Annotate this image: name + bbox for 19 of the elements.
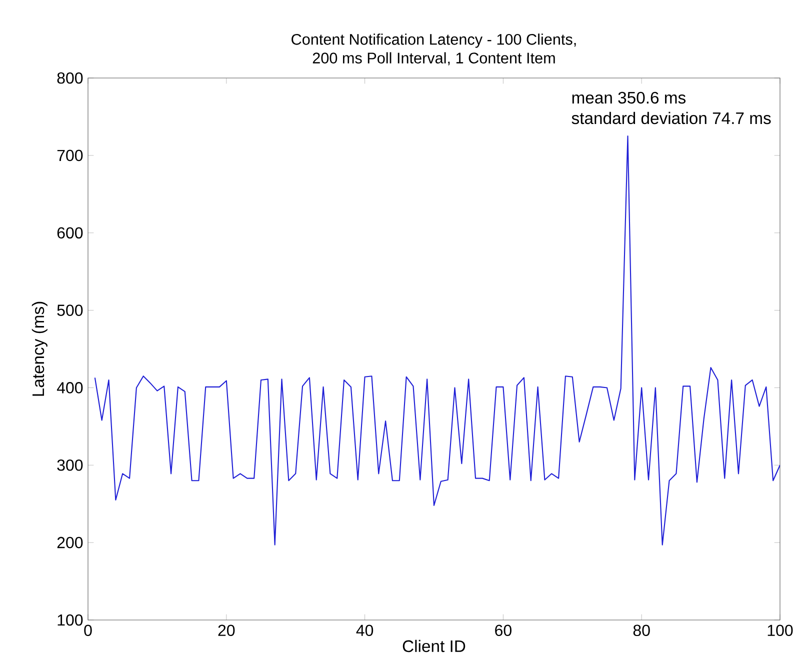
annotation: standard deviation 74.7 ms (572, 112, 771, 124)
y-axis-title: Latency (ms) (32, 302, 48, 396)
x-tick-label: 80 (633, 624, 650, 636)
y-tick-label: 400 (56, 382, 83, 394)
y-tick-label: 100 (58, 614, 83, 626)
x-tick-label: 20 (218, 624, 235, 636)
y-tick-label: 500 (57, 304, 83, 316)
x-tick-label: 0 (84, 624, 92, 636)
x-tick-label: 40 (356, 624, 374, 636)
y-tick-label: 800 (57, 72, 83, 84)
y-tick-label: 600 (57, 227, 83, 239)
x-tick-label: 60 (495, 624, 512, 636)
annotation: mean 350.6 ms (572, 92, 686, 104)
chart-title: Content Notification Latency - 100 Clients, 200 ms Poll Interval, 1 Content Item (292, 34, 576, 66)
x-axis-title: Client ID (402, 640, 466, 652)
y-tick-label: 700 (57, 150, 83, 162)
x-tick-label: 100 (768, 624, 793, 636)
y-tick-label: 200 (57, 536, 83, 548)
y-tick-label: 300 (57, 459, 83, 471)
